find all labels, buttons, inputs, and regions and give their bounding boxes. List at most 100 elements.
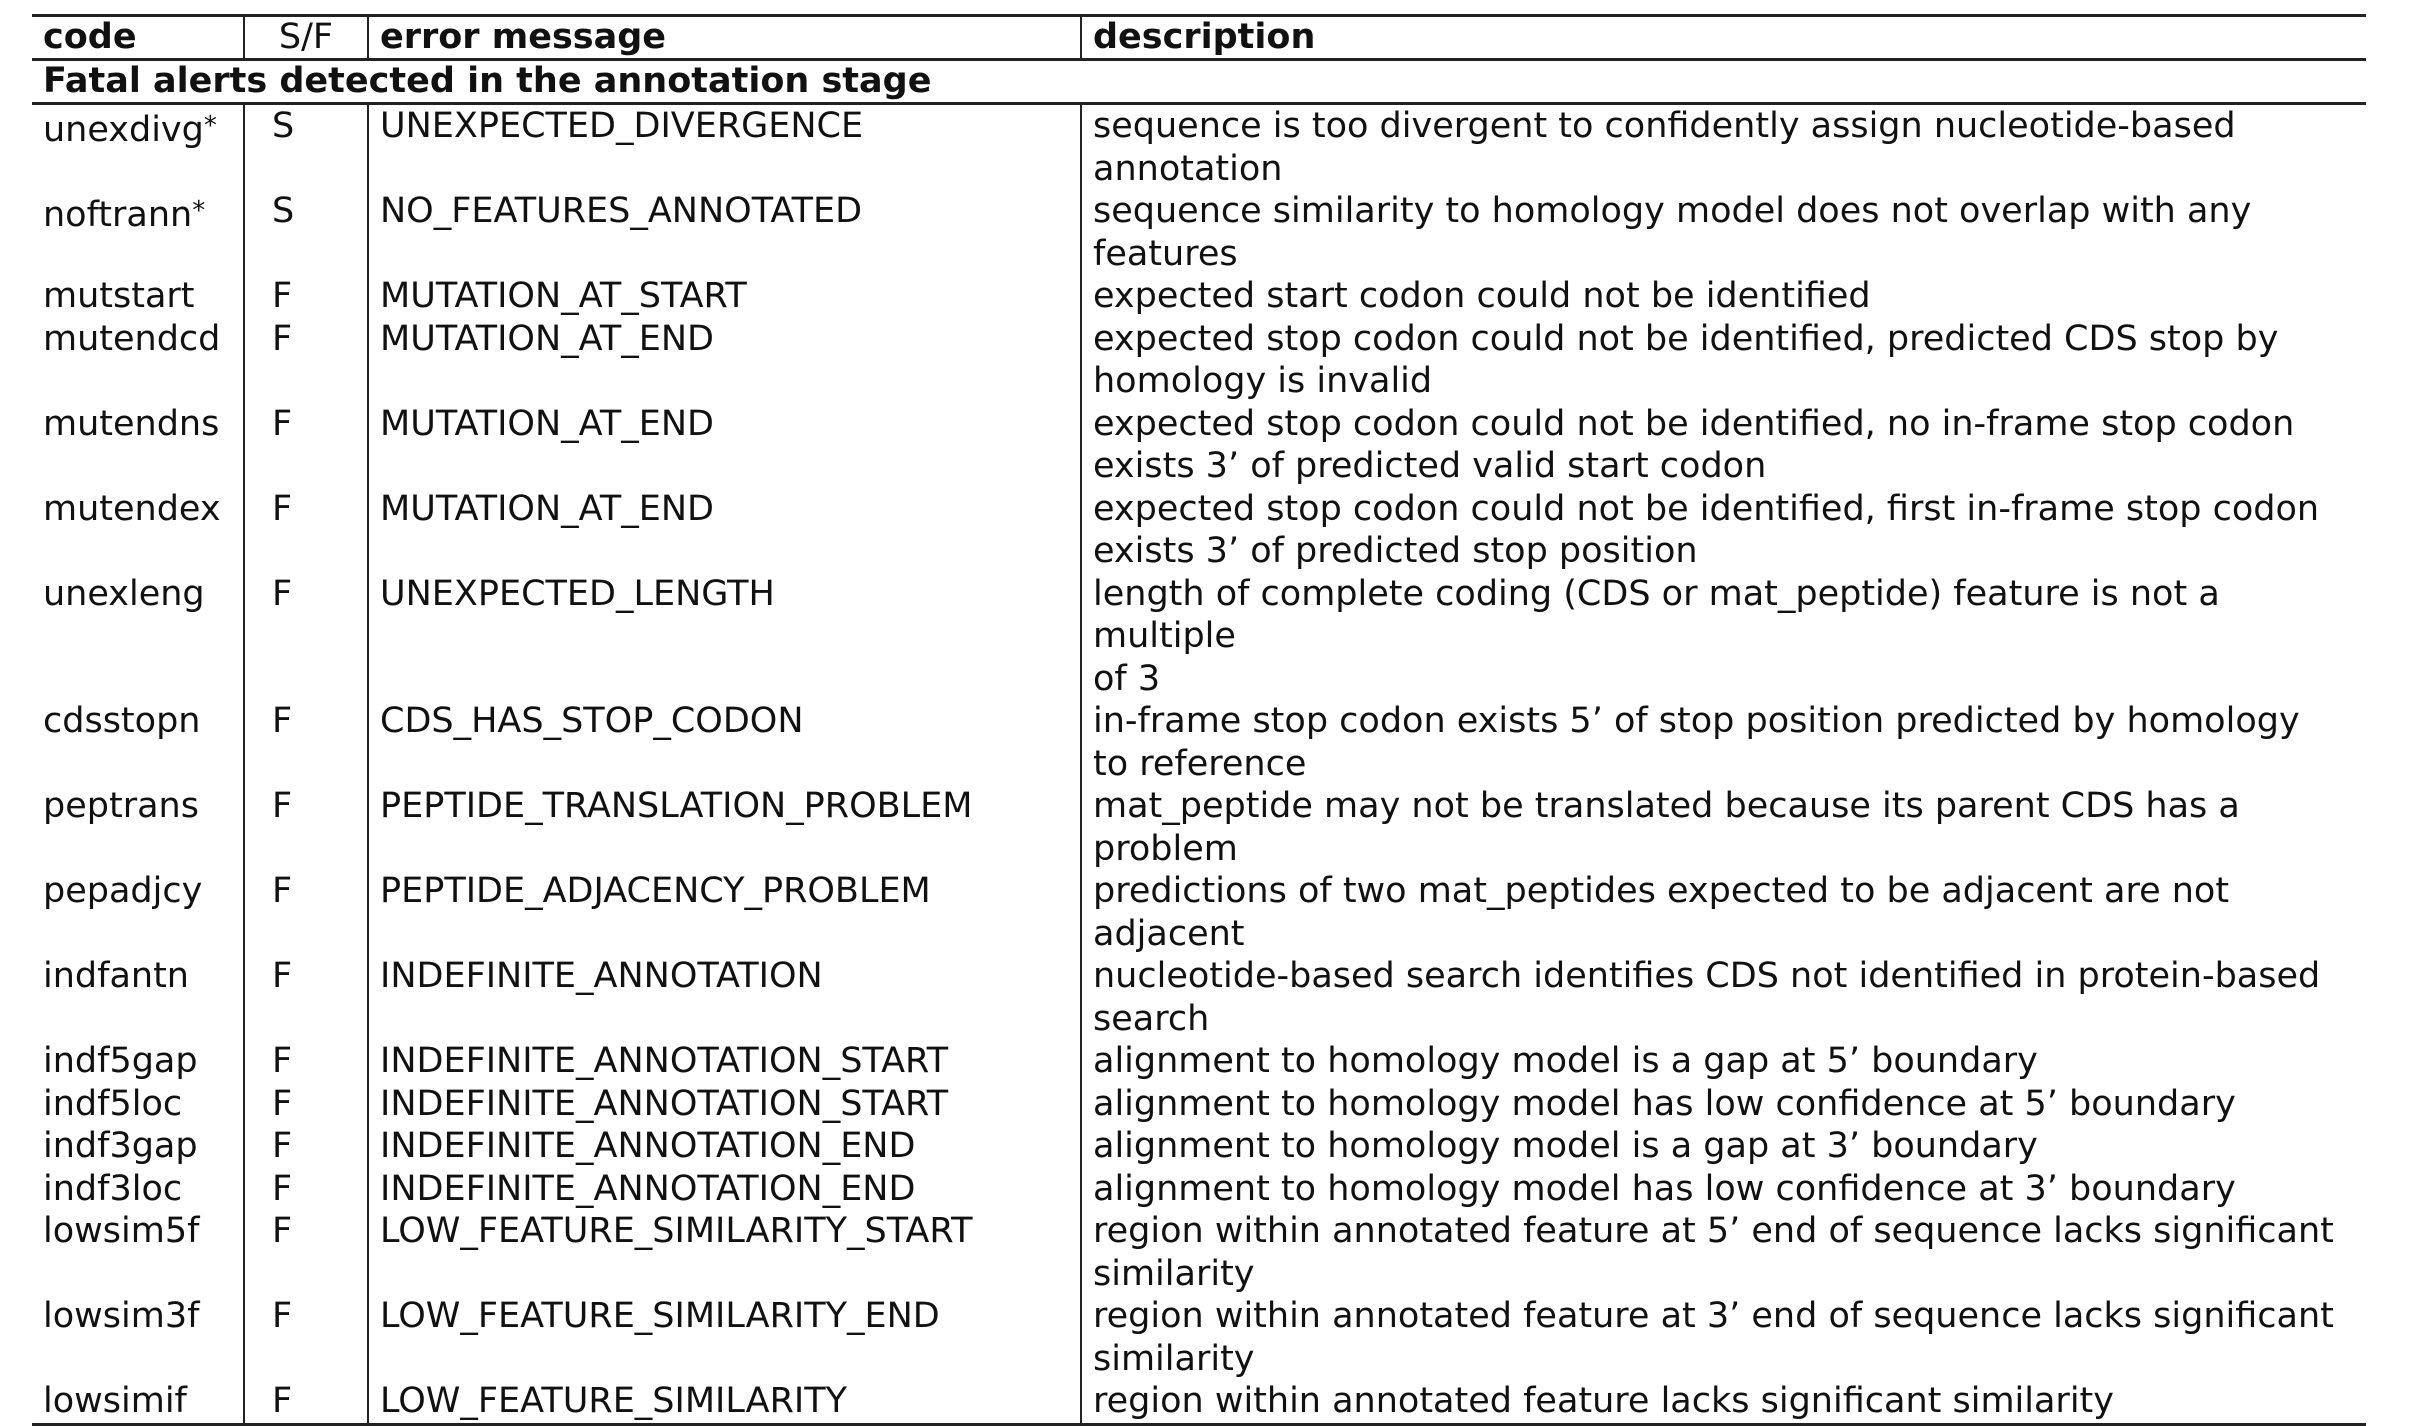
header-code: code [32, 14, 245, 61]
cell-description: expected stop codon could not be identif… [1093, 318, 2279, 402]
cell-code: unexleng [32, 572, 245, 700]
cell-error-message: PEPTIDE_TRANSLATION_PROBLEM [368, 785, 1082, 870]
cell-description: mat_peptide may not be translated becaus… [1093, 786, 2240, 869]
cell-description: sequence similarity to homology model do… [1093, 191, 2252, 274]
cell-sf: F [244, 317, 369, 403]
table-row: indf3gap F INDEFINITE_ANNOTATION_END alignm… [32, 1125, 2366, 1168]
cell-sf: F [244, 870, 369, 955]
cell-code: peptrans [32, 785, 245, 870]
cell-error-message: PEPTIDE_ADJACENCY_PROBLEM [368, 870, 1082, 955]
cell-error-message: MUTATION_AT_END [368, 487, 1082, 573]
table-row: mutstart F MUTATION_AT_START expected start… [32, 275, 2366, 318]
cell-description: sequence is too divergent to confidently… [1093, 106, 2236, 189]
table-row: mutendcd F MUTATION_AT_END expected stop co… [32, 317, 2366, 403]
cell-description: nucleotide-based search identifies CDS n… [1093, 956, 2321, 1039]
cell-code: lowsim3f [32, 1295, 245, 1380]
cell-description: expected start codon could not be identi… [1093, 276, 1871, 316]
table-row: lowsim5f F LOW_FEATURE_SIMILARITY_START reg… [32, 1210, 2366, 1295]
cell-code: cdsstopn [32, 700, 245, 785]
table-row: peptrans F PEPTIDE_TRANSLATION_PROBLEM mat_… [32, 785, 2366, 870]
cell-description: alignment to homology model has low conf… [1093, 1083, 2236, 1124]
cell-description: alignment to homology model has low conf… [1093, 1168, 2236, 1209]
cell-error-message: NO_FEATURES_ANNOTATED [368, 190, 1082, 275]
cell-sf: F [244, 572, 369, 700]
cell-description: region within annotated feature lacks si… [1081, 1380, 2366, 1426]
cell-sf: F [244, 1082, 369, 1125]
cell-sf: F [244, 1210, 369, 1295]
section-row: Fatal alerts detected in the annotation … [32, 59, 2366, 105]
cell-code: lowsimif [32, 1380, 245, 1426]
cell-description: expected stop codon could not be identif… [1093, 488, 2320, 572]
cell-error-message: LOW_FEATURE_SIMILARITY_START [368, 1210, 1082, 1295]
cell-code: mutendcd [32, 317, 245, 403]
table-row: lowsim3f F LOW_FEATURE_SIMILARITY_END regio… [32, 1295, 2366, 1380]
cell-sf: F [244, 1040, 369, 1083]
cell-code: indfantn [32, 955, 245, 1040]
cell-error-message: MUTATION_AT_END [368, 317, 1082, 403]
cell-code: unexdivg* [32, 103, 245, 190]
cell-error-message: MUTATION_AT_END [368, 402, 1082, 488]
table-row: indf5gap F INDEFINITE_ANNOTATION_START alig… [32, 1040, 2366, 1083]
header-sf: S/F [244, 14, 369, 61]
cell-code: pepadjcy [32, 870, 245, 955]
table-row: unexleng F UNEXPECTED_LENGTH length of comp… [32, 572, 2366, 700]
table-row: lowsimif F LOW_FEATURE_SIMILARITY region wi… [32, 1380, 2366, 1426]
cell-description: alignment to homology model is a gap at … [1093, 1041, 2038, 1081]
table-row: mutendex F MUTATION_AT_END expected stop co… [32, 487, 2366, 573]
cell-description: in-frame stop codon exists 5’ of stop po… [1093, 701, 2300, 784]
cell-description: predictions of two mat_peptides expected… [1093, 871, 2230, 954]
asterisk-mark: * [203, 111, 217, 141]
table-header: code S/F error message description [32, 14, 2366, 61]
cell-sf: S [244, 190, 369, 275]
cell-code: indf3loc [32, 1167, 245, 1210]
cell-error-message: LOW_FEATURE_SIMILARITY_END [368, 1295, 1082, 1380]
cell-error-message: MUTATION_AT_START [368, 275, 1082, 318]
cell-error-message: INDEFINITE_ANNOTATION_START [368, 1082, 1082, 1125]
cell-description: region within annotated feature at 3’ en… [1093, 1296, 2334, 1379]
cell-sf: F [244, 402, 369, 488]
table-row: indf3loc F INDEFINITE_ANNOTATION_END alignm… [32, 1167, 2366, 1210]
header-row: code S/F error message description [32, 14, 2366, 61]
cell-error-message: LOW_FEATURE_SIMILARITY [368, 1380, 1082, 1426]
cell-description: alignment to homology model is a gap at … [1093, 1126, 2038, 1166]
section-title: Fatal alerts detected in the annotation … [32, 59, 2366, 105]
cell-sf: F [244, 785, 369, 870]
header-error-message: error message [368, 14, 1082, 61]
cell-code: indf5loc [32, 1082, 245, 1125]
table-row: cdsstopn F CDS_HAS_STOP_CODON in-frame stop… [32, 700, 2366, 785]
cell-error-message: INDEFINITE_ANNOTATION_START [368, 1040, 1082, 1083]
cell-sf: F [244, 487, 369, 573]
cell-error-message: INDEFINITE_ANNOTATION_END [368, 1125, 1082, 1168]
cell-sf: F [244, 1125, 369, 1168]
cell-sf: F [244, 1380, 369, 1426]
cell-code: indf3gap [32, 1125, 245, 1168]
cell-error-message: CDS_HAS_STOP_CODON [368, 700, 1082, 785]
cell-error-message: INDEFINITE_ANNOTATION_END [368, 1167, 1082, 1210]
table-row: unexdivg* S UNEXPECTED_DIVERGENCE sequence … [32, 103, 2366, 190]
cell-code: indf5gap [32, 1040, 245, 1083]
cell-sf: F [244, 1295, 369, 1380]
cell-code: noftrann* [32, 190, 245, 275]
cell-code: mutendex [32, 487, 245, 573]
table-row: noftrann* S NO_FEATURES_ANNOTATED sequence … [32, 190, 2366, 275]
table-row: mutendns F MUTATION_AT_END expected stop co… [32, 402, 2366, 488]
cell-sf: F [244, 700, 369, 785]
table-row: indf5loc F INDEFINITE_ANNOTATION_START alig… [32, 1082, 2366, 1125]
cell-description: region within annotated feature at 5’ en… [1093, 1211, 2334, 1294]
cell-sf: F [244, 955, 369, 1040]
alerts-table: code S/F error message description Fatal… [32, 14, 2366, 1426]
asterisk-mark: * [192, 196, 206, 226]
alerts-table-container: code S/F error message description Fatal… [32, 14, 2366, 1426]
cell-code: mutstart [32, 275, 245, 318]
cell-code: lowsim5f [32, 1210, 245, 1295]
cell-error-message: UNEXPECTED_DIVERGENCE [368, 103, 1082, 190]
table-body: Fatal alerts detected in the annotation … [32, 59, 2366, 1426]
cell-sf: S [244, 103, 369, 190]
cell-description: length of complete coding (CDS or mat_pe… [1093, 573, 2220, 699]
cell-sf: F [244, 275, 369, 318]
cell-error-message: UNEXPECTED_LENGTH [368, 572, 1082, 700]
table-row: indfantn F INDEFINITE_ANNOTATION nucleotide… [32, 955, 2366, 1040]
cell-sf: F [244, 1167, 369, 1210]
cell-error-message: INDEFINITE_ANNOTATION [368, 955, 1082, 1040]
header-description: description [1081, 14, 2366, 61]
